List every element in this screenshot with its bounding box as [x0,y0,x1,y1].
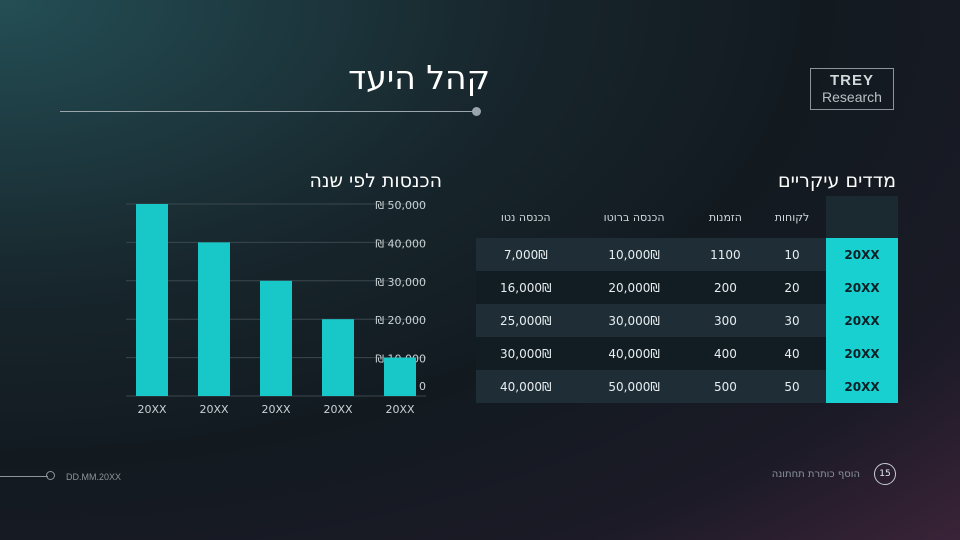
x-tick-label: 20XX [261,403,291,416]
bar [198,242,230,396]
cell-customers: 20 [758,271,826,304]
revenue-bar-chart: ₪ 50,000₪ 40,000₪ 30,000₪ 20,000₪ 10,000… [126,199,426,416]
table-row: 20XX 30 300 30,000₪ 25,000₪ [476,304,898,337]
cell-customers: 30 [758,304,826,337]
cell-net: 7,000₪ [476,238,576,271]
cell-customers: 50 [758,370,826,403]
cell-gross: 30,000₪ [575,304,693,337]
table-row: 20XX 20 200 20,000₪ 16,000₪ [476,271,898,304]
cell-year: 20XX [826,271,898,304]
cell-gross: 20,000₪ [575,271,693,304]
table-header-row: לקוחות הזמנות הכנסה ברוטו הכנסה נטו [476,196,898,238]
cell-year: 20XX [826,370,898,403]
table-row: 20XX 50 500 50,000₪ 40,000₪ [476,370,898,403]
logo-line-2: Research [822,89,882,105]
bar [384,357,416,396]
footer-divider [0,476,48,477]
metrics-table-container: לקוחות הזמנות הכנסה ברוטו הכנסה נטו 20XX… [476,196,898,403]
title-divider-dot [472,107,481,116]
cell-gross: 50,000₪ [575,370,693,403]
cell-orders: 300 [692,304,759,337]
y-tick-label: ₪ 50,000 [375,199,426,212]
footer-divider-dot [46,471,55,480]
cell-customers: 40 [758,337,826,370]
cell-customers: 10 [758,238,826,271]
cell-net: 25,000₪ [476,304,576,337]
metrics-table: לקוחות הזמנות הכנסה ברוטו הכנסה נטו 20XX… [476,196,898,403]
x-tick-label: 20XX [199,403,229,416]
bar [136,204,168,396]
cell-net: 16,000₪ [476,271,576,304]
x-tick-label: 20XX [385,403,415,416]
cell-orders: 500 [692,370,759,403]
y-tick-label: ₪ 40,000 [375,237,426,250]
table-row: 20XX 10 1100 10,000₪ 7,000₪ [476,238,898,271]
slide-title: קהל היעד [348,58,490,97]
logo-line-1: TREY [829,72,874,89]
header-net-revenue: הכנסה נטו [500,210,551,224]
header-gross-revenue: הכנסה ברוטו [603,210,665,224]
table-row: 20XX 40 400 40,000₪ 30,000₪ [476,337,898,370]
cell-orders: 1100 [692,238,759,271]
cell-orders: 200 [692,271,759,304]
title-divider [60,111,476,112]
cell-year: 20XX [826,337,898,370]
cell-net: 40,000₪ [476,370,576,403]
y-tick-label: ₪ 30,000 [375,276,426,289]
table-title: מדדים עיקריים [778,170,896,192]
header-customers: לקוחות [774,210,810,224]
bar [260,280,292,396]
page-number: 15 [874,463,896,485]
cell-year: 20XX [826,238,898,271]
header-orders: הזמנות [708,210,742,224]
header-corner [826,196,898,238]
bar [322,319,354,396]
footer-text: הוסף כותרת תחתונה [771,469,860,480]
cell-gross: 40,000₪ [575,337,693,370]
cell-gross: 10,000₪ [575,238,693,271]
cell-year: 20XX [826,304,898,337]
x-tick-label: 20XX [137,403,167,416]
x-tick-label: 20XX [323,403,353,416]
chart-title: הכנסות לפי שנה [309,170,442,192]
footer-date: DD.MM.20XX [66,472,122,482]
trey-research-logo: TREY Research [810,68,894,110]
cell-net: 30,000₪ [476,337,576,370]
y-tick-label: ₪ 20,000 [375,314,426,327]
cell-orders: 400 [692,337,759,370]
